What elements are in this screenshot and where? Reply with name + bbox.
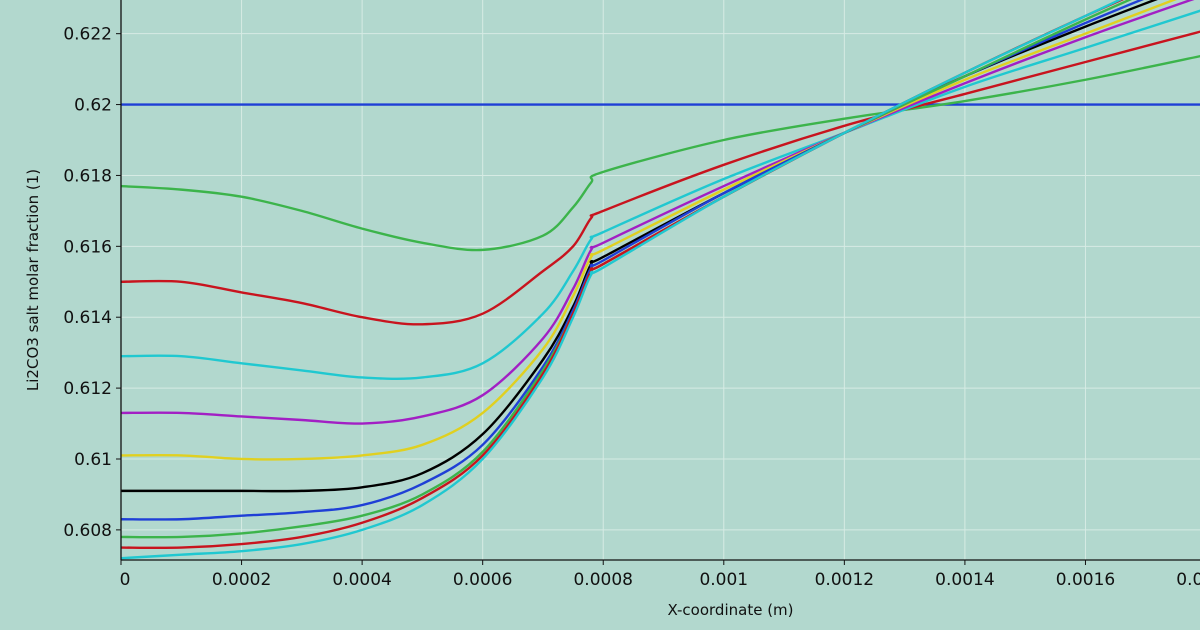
series-line-4: [121, 9, 1200, 381]
x-tick-label: 0: [120, 570, 131, 590]
series-lines: [121, 0, 1200, 560]
y-axis-title: Li2CO3 salt molar fraction (1): [24, 169, 42, 391]
y-tick-label: 0.614: [63, 308, 112, 328]
x-tick-label: 0.0006: [453, 570, 512, 590]
axes: [116, 0, 1200, 565]
plot-background: [121, 0, 1200, 560]
series-line-3: [121, 30, 1200, 326]
x-tick-label: 0.0008: [573, 570, 632, 590]
y-tick-label: 0.618: [63, 166, 112, 186]
x-tick-label: 0.0002: [212, 570, 271, 590]
y-tick-labels: 0.608 0.61 0.612 0.614 0.616 0.618 0.62 0.622: [63, 25, 112, 541]
x-tick-label: 0.0004: [332, 570, 391, 590]
series-line-6: [121, 0, 1177, 461]
y-tick-label: 0.608: [63, 521, 112, 541]
x-tick-label: 0.0016: [1056, 570, 1115, 590]
x-tick-label: 0.001: [699, 570, 748, 590]
y-tick-label: 0.61: [74, 450, 112, 470]
x-tick-label: 0.0012: [815, 570, 874, 590]
x-tick-label: 0.0014: [935, 570, 994, 590]
series-line-5: [121, 0, 1195, 425]
x-tick-label: 0.0018: [1176, 570, 1200, 590]
series-line-2: [121, 54, 1200, 252]
y-tick-label: 0.616: [63, 237, 112, 257]
y-tick-label: 0.62: [74, 96, 112, 116]
series-line-11: [121, 0, 1123, 560]
y-tick-label: 0.622: [63, 25, 112, 45]
x-axis-title: X-coordinate (m): [667, 601, 793, 619]
grid-lines: [121, 0, 1200, 560]
x-tick-labels: 0 0.0002 0.0004 0.0006 0.0008 0.001 0.0012 0.00…: [120, 570, 1200, 590]
y-tick-label: 0.612: [63, 379, 112, 399]
